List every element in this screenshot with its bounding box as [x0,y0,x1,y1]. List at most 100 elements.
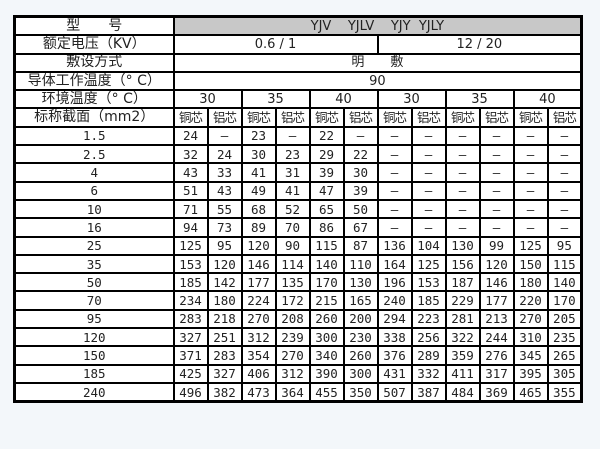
ampacity-cell: 31 [274,162,311,183]
ampacity-cell: 130 [342,272,379,293]
ampacity-cell: 187 [444,272,481,293]
section-cell: 10 [13,198,175,220]
ampacity-cell: 50 [342,198,379,220]
ampacity-cell: 294 [376,308,413,330]
section-cell: 16 [13,217,175,238]
ampacity-cell: 371 [172,345,209,366]
ampacity-cell: — [478,162,515,183]
ampacity-cell: 213 [478,308,515,330]
core-type-cell: 铝芯 [478,107,515,128]
section-cell: 25 [13,235,175,256]
ambient-temp-cell: 35 [444,89,515,110]
ampacity-cell: 281 [444,308,481,330]
ampacity-cell: 364 [274,381,311,403]
ampacity-cell: 260 [308,308,345,330]
ampacity-cell: — [512,198,549,220]
ampacity-cell: 244 [478,327,515,348]
ampacity-cell: 125 [410,253,447,275]
ampacity-cell: — [478,198,515,220]
core-type-cell: 铜芯 [512,107,549,128]
core-type-cell: 铜芯 [308,107,345,128]
ampacity-cell: 120 [478,253,515,275]
ampacity-cell: 47 [308,180,345,201]
ampacity-cell: — [546,162,583,183]
ampacity-cell: 338 [376,327,413,348]
ampacity-cell: 276 [478,345,515,366]
conductor-temp-value: 90 [172,70,583,92]
ampacity-cell: — [444,125,481,147]
ampacity-cell: 431 [376,363,413,384]
ampacity-cell: — [376,217,413,238]
ampacity-cell: 24 [172,125,209,147]
ampacity-cell: 51 [172,180,209,201]
ampacity-cell: — [444,180,481,201]
ampacity-cell: 322 [444,327,481,348]
ampacity-cell: — [410,180,447,201]
ampacity-cell: 223 [410,308,447,330]
core-type-cell: 铝芯 [274,107,311,128]
ampacity-cell: 110 [342,253,379,275]
table-row: 240 496 382 473 364 455 350 507 387 484 369 465 355 [13,381,583,403]
ampacity-cell: 312 [274,363,311,384]
ampacity-cell: 30 [342,162,379,183]
ampacity-cell: 390 [308,363,345,384]
ampacity-cell: 43 [206,180,243,201]
core-type-cell: 铝芯 [206,107,243,128]
ampacity-cell: 39 [308,162,345,183]
core-type-cell: 铜芯 [444,107,481,128]
ampacity-cell: — [478,217,515,238]
ampacity-cell: 465 [512,381,549,403]
ampacity-cell: 49 [240,180,277,201]
model-row: 型 号 YJV YJLV YJY YJLY [13,15,583,37]
section-cell: 4 [13,162,175,183]
section-cell: 240 [13,381,175,403]
ampacity-cell: — [512,217,549,238]
ampacity-cell: 208 [274,308,311,330]
section-cell: 70 [13,290,175,311]
section-cell: 1.5 [13,125,175,147]
section-cell: 120 [13,327,175,348]
ampacity-cell: 235 [546,327,583,348]
ampacity-cell: — [376,162,413,183]
ampacity-cell: 387 [410,381,447,403]
ampacity-cell: 340 [308,345,345,366]
ampacity-cell: 312 [240,327,277,348]
ampacity-cell: 22 [308,125,345,147]
core-type-cell: 铝芯 [546,107,583,128]
table-row: 2.5 32 24 30 23 29 22— — — — — — [13,144,583,165]
core-type-cell: 铝芯 [342,107,379,128]
table-row: 10 71 55 68 52 65 50— — — — — — [13,198,583,220]
ampacity-cell: — [546,144,583,165]
ampacity-cell: 95 [546,235,583,256]
ampacity-cell: 94 [172,217,209,238]
ampacity-cell: 140 [308,253,345,275]
ampacity-cell: — [410,125,447,147]
ampacity-cell: 240 [376,290,413,311]
ampacity-cell: 256 [410,327,447,348]
ampacity-cell: 220 [512,290,549,311]
ampacity-cell: 153 [172,253,209,275]
ampacity-cell: 125 [172,235,209,256]
ampacity-cell: 359 [444,345,481,366]
ambient-temp-cell: 40 [308,89,379,110]
section-cell: 150 [13,345,175,366]
ampacity-cell: 270 [240,308,277,330]
ampacity-cell: — [444,162,481,183]
ampacity-cell: 150 [512,253,549,275]
ampacity-cell: 136 [376,235,413,256]
ampacity-cell: 41 [240,162,277,183]
table-row: 6 51 43 49 41 47 39— — — — — — [13,180,583,201]
ampacity-cell: 327 [206,363,243,384]
ampacity-cell: 180 [206,290,243,311]
ampacity-cell: 185 [172,272,209,293]
ampacity-cell: 265 [546,345,583,366]
ampacity-cell: — [410,144,447,165]
voltage-label: 额定电压（KV） [13,34,175,55]
ampacity-cell: 218 [206,308,243,330]
ampacity-cell: 125 [512,235,549,256]
ampacity-cell: 270 [512,308,549,330]
ampacity-cell: 473 [240,381,277,403]
ampacity-cell: 115 [546,253,583,275]
ampacity-cell: 52 [274,198,311,220]
ampacity-cell: 86 [308,217,345,238]
